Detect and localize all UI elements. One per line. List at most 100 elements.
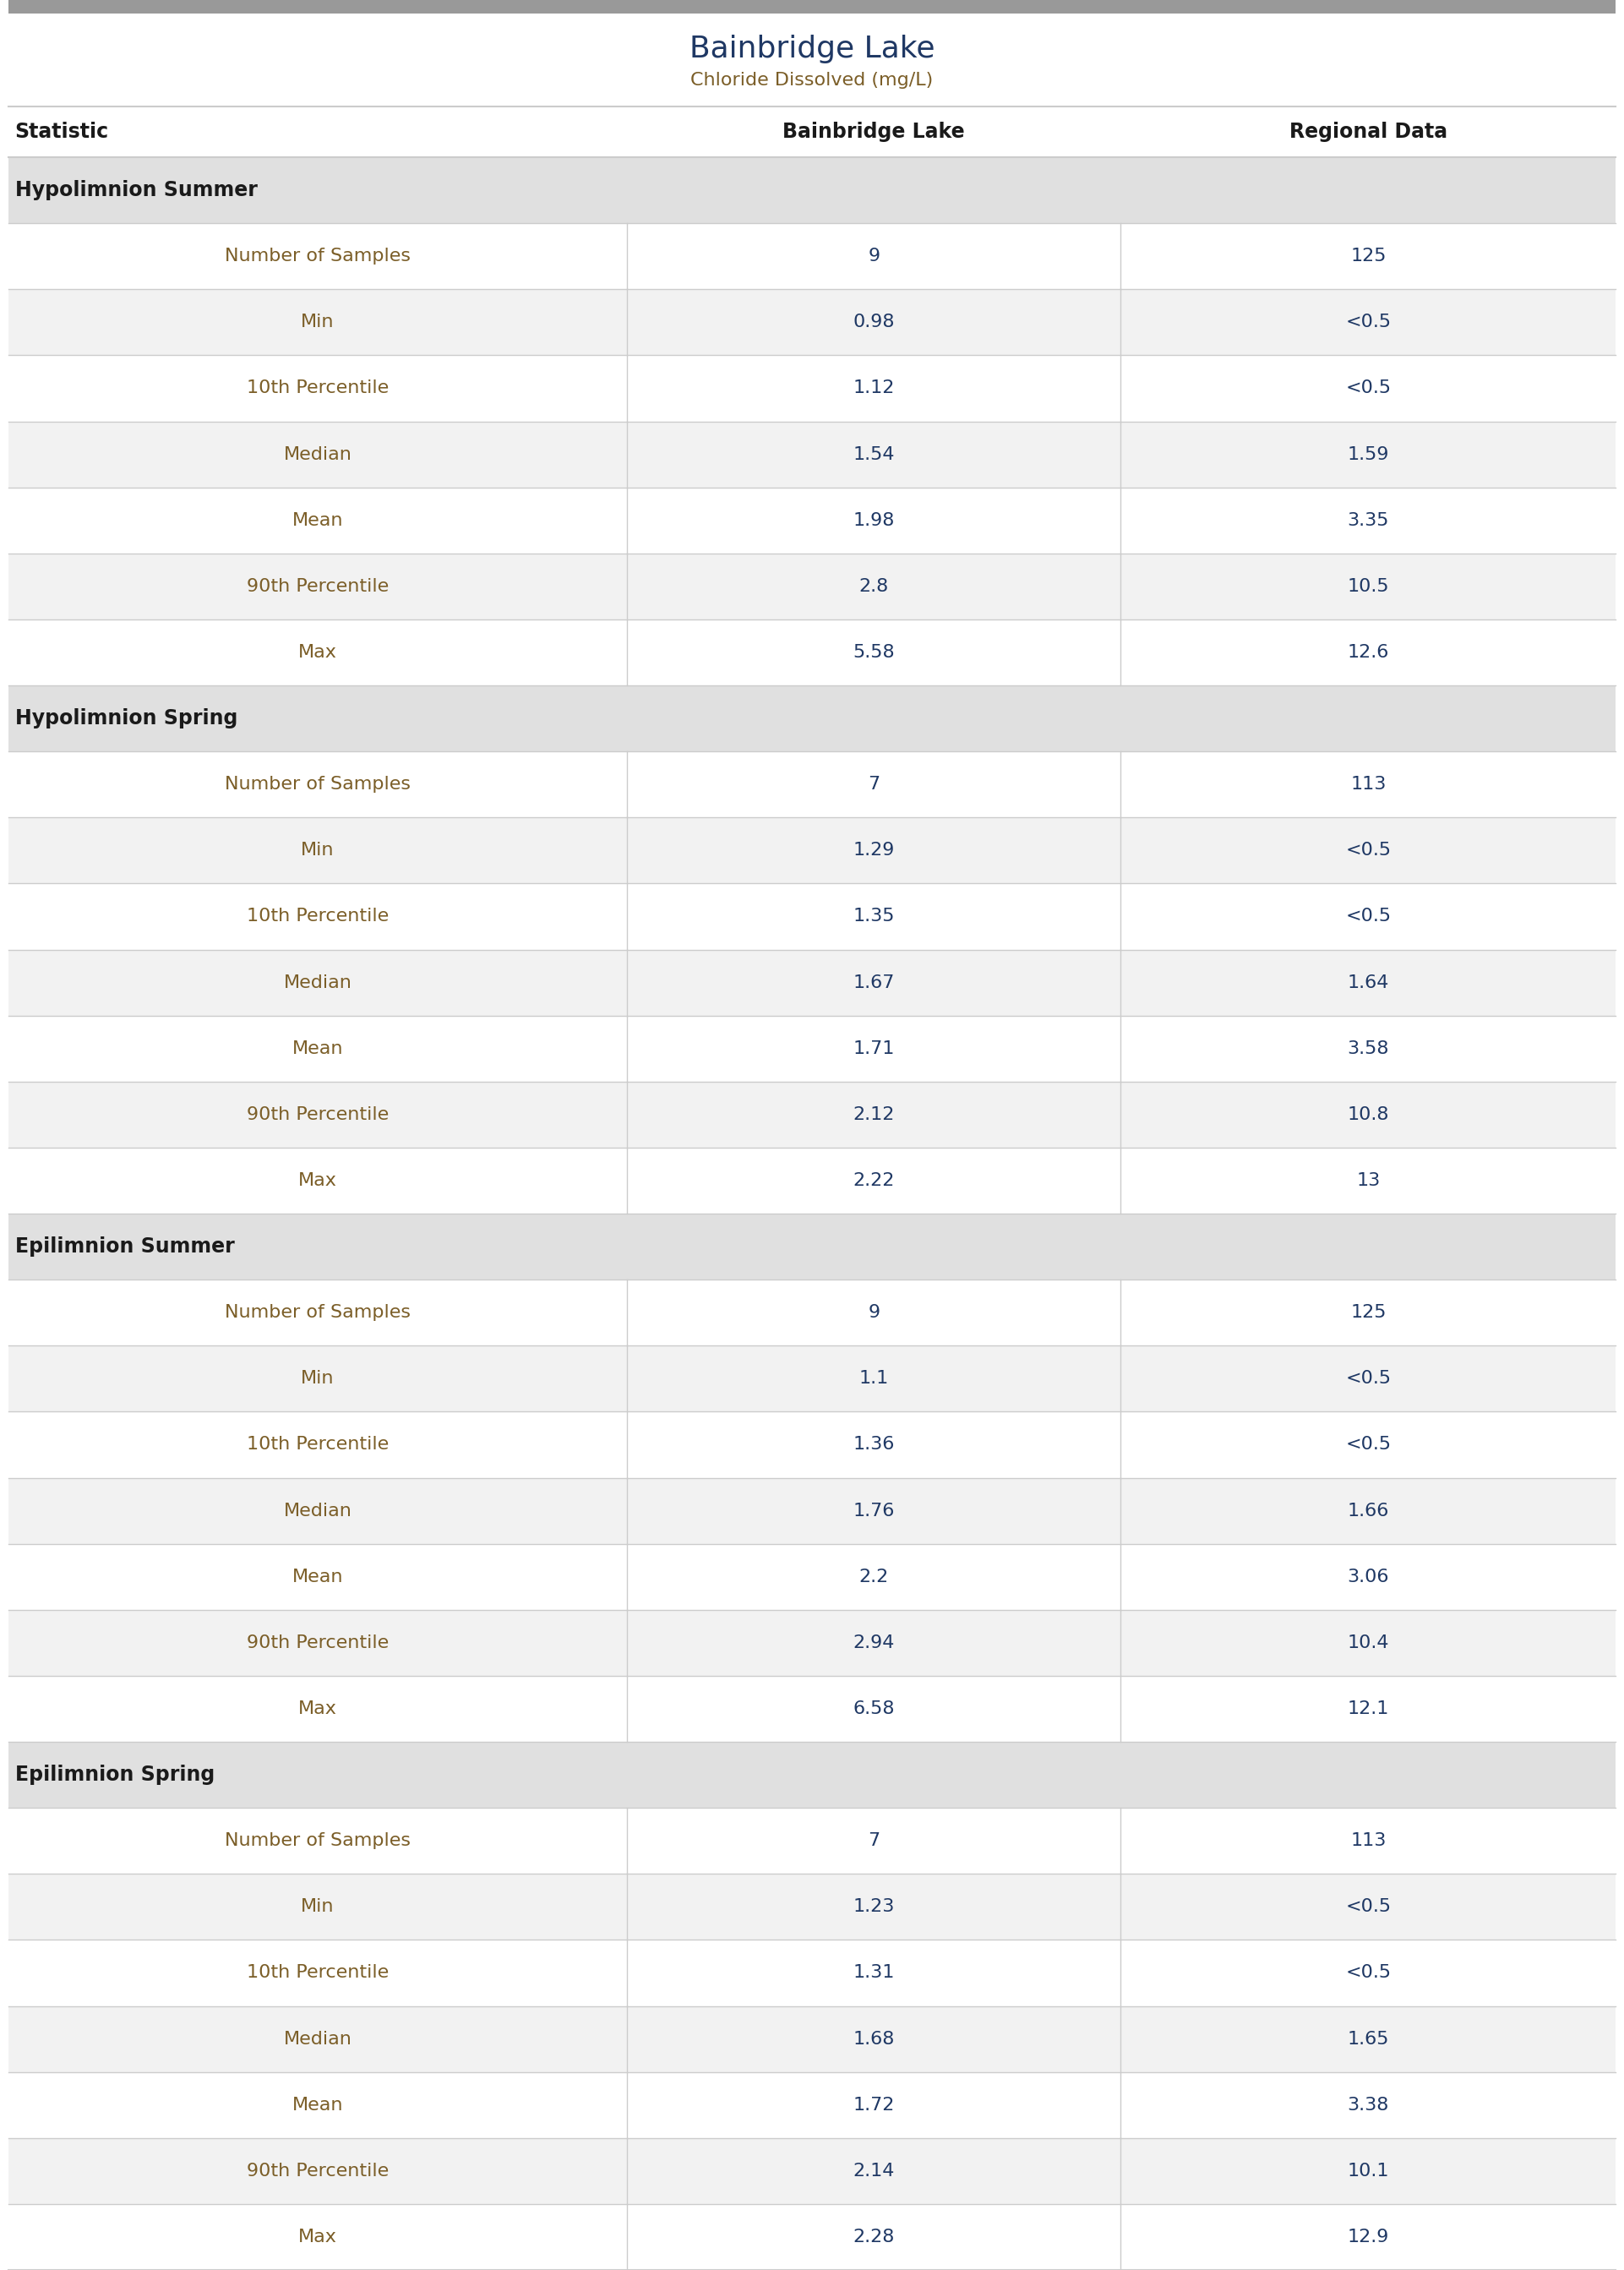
- Text: 9: 9: [867, 1305, 880, 1321]
- Text: 1.1: 1.1: [859, 1371, 888, 1387]
- Text: 1.64: 1.64: [1348, 974, 1389, 992]
- Text: Median: Median: [284, 974, 352, 992]
- Text: Max: Max: [299, 1171, 338, 1189]
- Text: Bainbridge Lake: Bainbridge Lake: [783, 123, 965, 143]
- Text: 10.4: 10.4: [1348, 1634, 1389, 1650]
- Text: <0.5: <0.5: [1345, 1437, 1392, 1453]
- Text: Regional Data: Regional Data: [1289, 123, 1447, 143]
- Bar: [8, 883, 1616, 949]
- Text: Hypolimnion Spring: Hypolimnion Spring: [15, 708, 237, 729]
- Bar: [8, 488, 1616, 554]
- Text: Mean: Mean: [292, 2097, 343, 2113]
- Text: 1.71: 1.71: [853, 1040, 895, 1058]
- Text: Statistic: Statistic: [15, 123, 109, 143]
- Text: 1.31: 1.31: [853, 1964, 895, 1982]
- Text: 90th Percentile: 90th Percentile: [247, 579, 388, 595]
- Text: 10th Percentile: 10th Percentile: [247, 908, 388, 924]
- Text: 12.6: 12.6: [1348, 645, 1389, 661]
- Text: 1.36: 1.36: [853, 1437, 895, 1453]
- Text: Max: Max: [299, 645, 338, 661]
- Text: Mean: Mean: [292, 511, 343, 529]
- Bar: [8, 222, 1616, 288]
- Text: 10.5: 10.5: [1348, 579, 1389, 595]
- Text: 10.1: 10.1: [1348, 2163, 1389, 2179]
- Text: Epilimnion Spring: Epilimnion Spring: [15, 1764, 214, 1784]
- Bar: [8, 107, 1616, 157]
- Text: Number of Samples: Number of Samples: [224, 247, 411, 266]
- Bar: [8, 1015, 1616, 1081]
- Text: 12.1: 12.1: [1348, 1700, 1389, 1716]
- Text: Mean: Mean: [292, 1040, 343, 1058]
- Bar: [8, 751, 1616, 817]
- Text: 3.58: 3.58: [1348, 1040, 1389, 1058]
- Bar: [8, 288, 1616, 356]
- Text: 90th Percentile: 90th Percentile: [247, 2163, 388, 2179]
- Text: 10th Percentile: 10th Percentile: [247, 1964, 388, 1982]
- Text: 1.66: 1.66: [1348, 1503, 1389, 1519]
- Bar: [8, 949, 1616, 1015]
- Text: 1.29: 1.29: [853, 842, 895, 858]
- Bar: [8, 356, 1616, 422]
- Text: Max: Max: [299, 2229, 338, 2245]
- Bar: [8, 1214, 1616, 1280]
- Bar: [8, 1346, 1616, 1412]
- Text: 5.58: 5.58: [853, 645, 895, 661]
- Text: Median: Median: [284, 1503, 352, 1519]
- Text: 1.35: 1.35: [853, 908, 895, 924]
- Text: 6.58: 6.58: [853, 1700, 895, 1716]
- Text: <0.5: <0.5: [1345, 1898, 1392, 1916]
- Text: 1.72: 1.72: [853, 2097, 895, 2113]
- Text: 0.98: 0.98: [853, 313, 895, 331]
- Text: 2.22: 2.22: [853, 1171, 895, 1189]
- Text: <0.5: <0.5: [1345, 379, 1392, 397]
- Text: Min: Min: [300, 313, 335, 331]
- Bar: [8, 422, 1616, 488]
- Text: 2.14: 2.14: [853, 2163, 895, 2179]
- Bar: [8, 817, 1616, 883]
- Text: 125: 125: [1350, 247, 1387, 266]
- Text: Number of Samples: Number of Samples: [224, 1832, 411, 1850]
- Text: <0.5: <0.5: [1345, 1371, 1392, 1387]
- Text: Number of Samples: Number of Samples: [224, 1305, 411, 1321]
- Text: 1.65: 1.65: [1348, 2029, 1389, 2048]
- Text: Hypolimnion Summer: Hypolimnion Summer: [15, 179, 257, 200]
- Bar: [8, 1412, 1616, 1478]
- Text: 90th Percentile: 90th Percentile: [247, 1105, 388, 1124]
- Text: Mean: Mean: [292, 1569, 343, 1584]
- Bar: [8, 0, 1616, 14]
- Bar: [8, 1741, 1616, 1807]
- Text: 1.12: 1.12: [853, 379, 895, 397]
- Text: 13: 13: [1356, 1171, 1380, 1189]
- Text: 113: 113: [1351, 776, 1387, 792]
- Bar: [8, 1941, 1616, 2007]
- Text: 90th Percentile: 90th Percentile: [247, 1634, 388, 1650]
- Bar: [8, 1675, 1616, 1741]
- Bar: [8, 554, 1616, 620]
- Text: 3.38: 3.38: [1348, 2097, 1389, 2113]
- Bar: [8, 1609, 1616, 1675]
- Text: 2.28: 2.28: [853, 2229, 895, 2245]
- Text: <0.5: <0.5: [1345, 1964, 1392, 1982]
- Text: 1.68: 1.68: [853, 2029, 895, 2048]
- Text: Median: Median: [284, 2029, 352, 2048]
- Text: 1.98: 1.98: [853, 511, 895, 529]
- Text: Chloride Dissolved (mg/L): Chloride Dissolved (mg/L): [690, 73, 934, 89]
- Text: 9: 9: [867, 247, 880, 266]
- Bar: [8, 1807, 1616, 1873]
- Text: 3.35: 3.35: [1348, 511, 1389, 529]
- Bar: [8, 14, 1616, 107]
- Text: <0.5: <0.5: [1345, 908, 1392, 924]
- Text: Number of Samples: Number of Samples: [224, 776, 411, 792]
- Text: 2.8: 2.8: [859, 579, 888, 595]
- Text: 1.54: 1.54: [853, 445, 895, 463]
- Text: 2.2: 2.2: [859, 1569, 888, 1584]
- Bar: [8, 1873, 1616, 1941]
- Text: Min: Min: [300, 1898, 335, 1916]
- Text: 2.12: 2.12: [853, 1105, 895, 1124]
- Text: <0.5: <0.5: [1345, 842, 1392, 858]
- Text: Median: Median: [284, 445, 352, 463]
- Text: Min: Min: [300, 1371, 335, 1387]
- Text: 10th Percentile: 10th Percentile: [247, 1437, 388, 1453]
- Bar: [8, 157, 1616, 222]
- Text: 113: 113: [1351, 1832, 1387, 1850]
